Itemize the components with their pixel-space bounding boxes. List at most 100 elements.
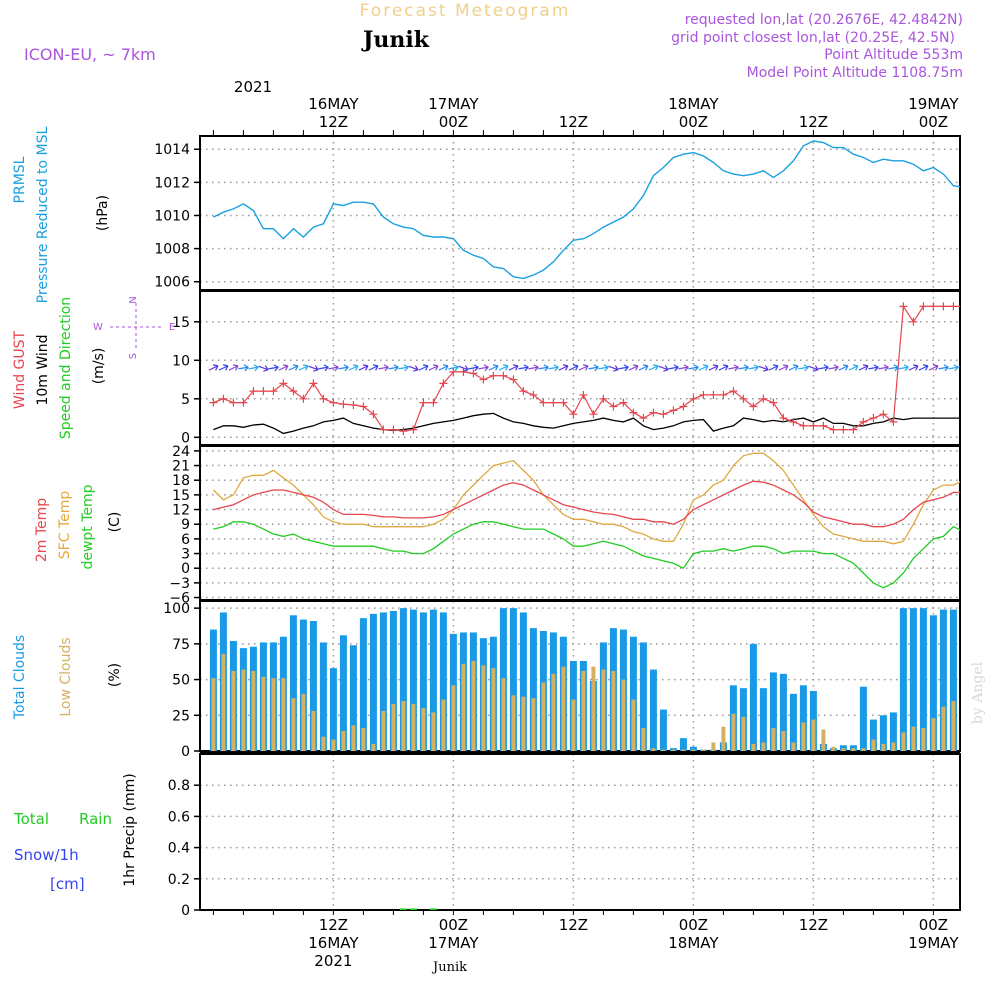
wind-direction-arrow: [678, 364, 689, 372]
wind-direction-arrow: [618, 364, 629, 372]
bottom-date-label: 19MAY: [908, 934, 959, 952]
low-cloud-bar: [901, 732, 906, 751]
low-cloud-bar: [681, 749, 686, 751]
gust-marker: [969, 302, 977, 310]
total-cloud-bar: [289, 615, 297, 751]
gust-marker: [249, 387, 258, 396]
gust-marker: [849, 425, 858, 434]
gust-marker: [259, 387, 268, 396]
low-cloud-bar: [381, 711, 386, 751]
total-cloud-bar: [419, 612, 427, 751]
y-tick-label: 0.8: [168, 778, 190, 794]
wind-direction-arrow: [788, 364, 799, 371]
gust-marker: [809, 421, 818, 430]
arrow-shape: [388, 364, 399, 372]
wind-direction-arrow: [808, 365, 819, 372]
y-tick-label: 15: [172, 488, 190, 504]
low-cloud-bar: [561, 666, 566, 751]
y-tick-label: 1010: [154, 208, 190, 224]
gust-marker: [339, 400, 348, 409]
grid-point-coords: grid point closest lon,lat (20.25E, 42.5…: [671, 30, 955, 46]
arrow-shape: [668, 364, 679, 372]
wind-label-gust: Wind GUST: [12, 330, 28, 409]
low-cloud-bar: [761, 742, 766, 751]
wind-direction-arrow: [768, 364, 779, 371]
low-cloud-bar: [711, 742, 716, 751]
gust-marker: [329, 398, 338, 407]
gust-marker: [539, 398, 548, 407]
gust-marker: [789, 417, 798, 426]
arrow-shape: [988, 363, 1000, 373]
arrow-shape: [848, 364, 859, 371]
gust-marker: [609, 402, 618, 411]
gust-marker: [829, 425, 838, 434]
y-tick-label: 25: [172, 708, 190, 724]
low-cloud-bar: [951, 701, 956, 751]
wind-direction-arrow: [608, 365, 619, 372]
y-tick-label: 1008: [154, 242, 190, 258]
low-cloud-bar: [911, 726, 916, 751]
wind-direction-arrow: [468, 364, 479, 372]
low-cloud-bar: [281, 678, 286, 751]
model-altitude: Model Point Altitude 1108.75m: [747, 65, 963, 81]
total-cloud-bar: [990, 608, 997, 751]
gust-marker: [649, 408, 658, 417]
low-cloud-bar: [781, 731, 786, 751]
total-cloud-bar: [379, 612, 387, 751]
arrow-shape: [838, 364, 849, 371]
arrow-shape: [688, 364, 699, 372]
bottom-hour-label: 00Z: [919, 916, 948, 934]
gust-marker: [289, 387, 298, 396]
low-cloud-bar: [771, 728, 776, 751]
gust-marker: [989, 302, 997, 310]
total-cloud-bar: [439, 612, 447, 751]
low-cloud-bar: [601, 669, 606, 751]
arrow-shape: [408, 365, 419, 372]
wind-direction-arrow: [298, 364, 309, 371]
gust-marker: [549, 398, 558, 407]
top-hour-label: 12Z: [319, 113, 348, 131]
arrow-shape: [978, 363, 990, 373]
pressure-series: [213, 140, 960, 280]
low-cloud-bar: [721, 726, 726, 751]
arrow-shape: [528, 364, 539, 372]
wind-direction-arrow: [498, 364, 509, 371]
credit-watermark: by Angel: [970, 661, 986, 724]
wind-direction-arrow: [548, 364, 559, 372]
low-cloud-bar: [421, 708, 426, 751]
gust-marker: [799, 421, 808, 430]
wind-label-direction: Speed and Direction: [58, 297, 74, 439]
arrow-shape: [518, 364, 529, 372]
total-cloud-bar: [949, 609, 957, 751]
total-cloud-bar: [349, 645, 357, 751]
gust-marker: [559, 398, 568, 407]
arrow-shape: [648, 364, 659, 371]
total-cloud-bar: [389, 611, 397, 751]
arrow-shape: [618, 364, 629, 372]
top-date-label: 17MAY: [428, 95, 479, 113]
gust-marker: [769, 398, 778, 407]
total-cloud-bar: [649, 669, 657, 751]
gust-marker: [499, 371, 508, 380]
low-cloud-bar: [571, 699, 576, 751]
top-hour-label: 00Z: [679, 113, 708, 131]
arrow-shape: [368, 364, 379, 371]
low-cloud-bar: [431, 712, 436, 751]
gust-marker: [779, 414, 788, 423]
total-cloud-bar: [899, 608, 907, 751]
total-cloud-bar: [659, 709, 667, 751]
wind-direction-arrow: [948, 364, 959, 372]
low-cloud-bar: [461, 663, 466, 751]
gust-marker: [359, 402, 368, 411]
y-tick-label: 0.2: [168, 872, 190, 888]
total-cloud-bar: [869, 719, 877, 751]
low-cloud-bar: [581, 671, 586, 751]
y-tick-label: 0: [181, 561, 190, 577]
rain-bar: [399, 908, 407, 910]
bottom-date-label: 16MAY: [308, 934, 359, 952]
panel-frame: [199, 135, 961, 291]
wind-direction-arrow: [338, 364, 349, 372]
wind-direction-arrow: [428, 364, 439, 371]
gust-marker: [459, 367, 468, 376]
wind-direction-arrow: [718, 364, 729, 371]
